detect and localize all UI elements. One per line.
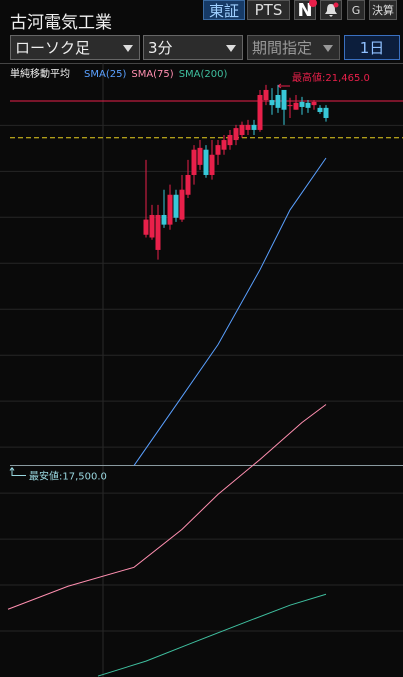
candle-body bbox=[215, 145, 221, 155]
candle-body bbox=[287, 105, 293, 107]
high-arrow bbox=[277, 83, 290, 89]
period-select[interactable]: 期間指定 bbox=[247, 35, 340, 60]
candle-body bbox=[161, 214, 167, 225]
high-label: 最高値:21,465.0 bbox=[292, 71, 370, 84]
period: 期間指定 bbox=[252, 39, 313, 57]
legend-title: 単純移動平均 bbox=[10, 67, 70, 80]
candle-body bbox=[281, 89, 287, 110]
arrow bbox=[226, 45, 236, 52]
chart-kind-select[interactable]: ローソク足 bbox=[10, 35, 140, 60]
candle-body bbox=[149, 214, 155, 238]
sma-line bbox=[133, 157, 327, 466]
chart-kind: ローソク足 bbox=[15, 39, 91, 57]
badge-dot bbox=[309, 0, 317, 7]
earnings-button[interactable]: 決算 bbox=[369, 0, 397, 20]
candle-body bbox=[239, 124, 245, 135]
alert-button[interactable] bbox=[320, 0, 342, 20]
candle-body bbox=[317, 107, 323, 113]
candle-body bbox=[275, 95, 281, 108]
news-button[interactable]: N bbox=[294, 0, 317, 21]
candle-body bbox=[269, 100, 275, 106]
legend-entry: SMA(200) bbox=[179, 69, 228, 80]
candle-body bbox=[323, 107, 329, 118]
candle-body bbox=[203, 149, 209, 175]
candle-body bbox=[143, 219, 149, 235]
candle-body bbox=[173, 194, 179, 218]
candle-body bbox=[209, 154, 215, 175]
chart: 単純移動平均 SMA(25) SMA(75) SMA(200) 最高値:21,465.… bbox=[0, 63, 403, 677]
candle-body bbox=[221, 140, 227, 150]
market-button[interactable]: 東証 bbox=[203, 0, 245, 20]
candle-body bbox=[227, 134, 233, 146]
candle-body bbox=[185, 174, 191, 195]
candle-body bbox=[233, 128, 239, 141]
interval: 3分 bbox=[148, 39, 173, 57]
low-label: 最安値:17,500.0 bbox=[29, 470, 107, 483]
candle-body bbox=[311, 101, 317, 106]
news-badge: N bbox=[297, 0, 313, 21]
candle-body bbox=[179, 189, 185, 220]
interval-select[interactable]: 3分 bbox=[143, 35, 243, 60]
pts-button[interactable]: PTS bbox=[247, 0, 290, 20]
candle-body bbox=[293, 102, 299, 110]
g-button[interactable]: G bbox=[347, 0, 365, 20]
candle-body bbox=[299, 101, 305, 107]
candle-body bbox=[263, 89, 269, 101]
candle-body bbox=[251, 124, 257, 130]
candle-body bbox=[155, 214, 161, 250]
arrow bbox=[323, 45, 333, 52]
stock-name: 古河電気工業 bbox=[10, 13, 112, 33]
candle-body bbox=[197, 147, 203, 165]
low-arrow bbox=[9, 467, 26, 477]
candle-body bbox=[305, 102, 311, 108]
range-button[interactable]: 1日 bbox=[344, 35, 400, 60]
sma-line bbox=[97, 593, 327, 677]
bell-icon bbox=[325, 2, 339, 17]
sma-line bbox=[7, 404, 327, 610]
legend-entry: SMA(25) bbox=[84, 69, 126, 80]
candle-body bbox=[191, 149, 197, 175]
candle-body bbox=[245, 124, 251, 130]
legend-entry: SMA(75) bbox=[131, 69, 173, 80]
candle-body bbox=[257, 95, 263, 130]
candle-body bbox=[167, 194, 173, 225]
arrow bbox=[123, 45, 133, 52]
